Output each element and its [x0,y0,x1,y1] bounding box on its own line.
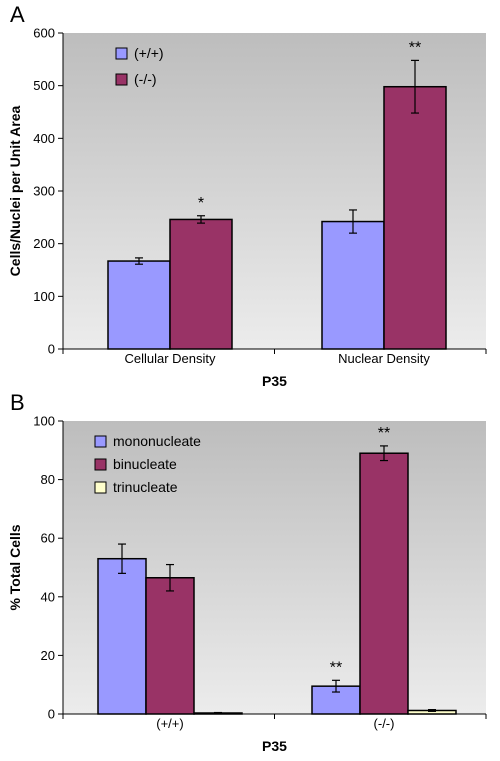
y-tick-label: 600 [33,26,55,41]
panel-letter: A [10,2,25,27]
y-tick-label: 60 [41,531,55,546]
bar [383,85,447,350]
significance-label: ** [378,425,390,442]
y-tick-label: 100 [33,414,55,429]
panel-b: B 0 20 40 60 80 100 (+/+) (-/-) P35 % Total Cells *… [7,390,487,754]
legend-swatch [115,47,128,60]
y-tick-label: 20 [41,648,55,663]
panel-a: A 0 100 200 300 400 500 600 Cellular Density Nucl… [7,2,487,389]
legend-label: trinucleate [113,479,178,495]
legend-swatch [94,481,107,494]
legend-label: (-/-) [134,71,157,87]
bar [107,260,171,350]
y-tick-label: 400 [33,131,55,146]
y-tick-label: 80 [41,472,55,487]
y-tick-label: 500 [33,78,55,93]
x-axis-title: P35 [262,373,287,389]
bar [97,557,147,715]
legend-swatch [94,435,107,448]
bar [321,220,385,350]
y-tick-label: 300 [33,184,55,199]
y-axis-title: % Total Cells [7,524,23,610]
x-axis-title: P35 [262,738,287,754]
x-tick-label: (-/-) [374,716,395,731]
legend-label: (+/+) [134,45,164,61]
x-tick-label: (+/+) [156,716,183,731]
y-tick-label: 200 [33,236,55,251]
significance-label: ** [330,659,342,676]
significance-label: ** [409,39,421,56]
bar [359,452,409,715]
legend-swatch [115,73,128,86]
y-tick-label: 0 [48,342,55,357]
bar [145,577,195,715]
panel-letter: B [10,390,25,415]
legend-label: binucleate [113,456,177,472]
y-tick-label: 100 [33,289,55,304]
legend-swatch [94,458,107,471]
y-tick-label: 40 [41,589,55,604]
x-tick-label: Nuclear Density [338,351,430,366]
y-tick-label: 0 [48,707,55,722]
bar [169,218,233,350]
significance-label: * [198,195,204,212]
y-axis-title: Cells/Nuclei per Unit Area [7,105,23,276]
x-tick-label: Cellular Density [124,351,216,366]
legend-label: mononucleate [113,433,201,449]
